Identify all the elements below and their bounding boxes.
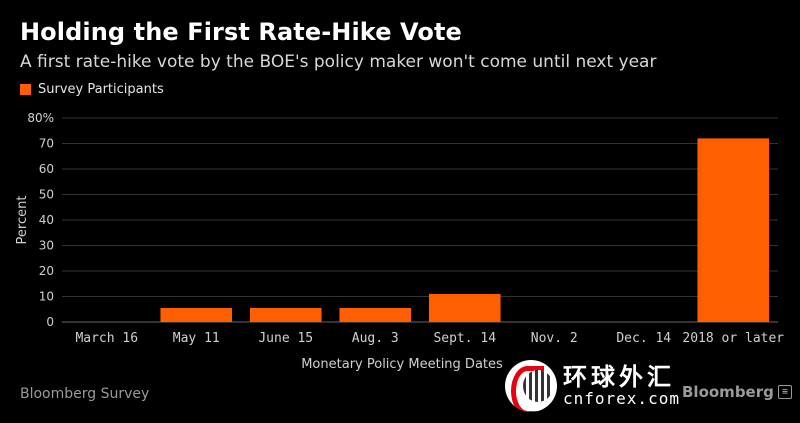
cnforex-logo-icon (505, 360, 557, 412)
x-tick-label: Sept. 14 (433, 331, 496, 346)
bloomberg-chart-icon: ≡ (777, 385, 792, 399)
chart-subtitle: A first rate-hike vote by the BOE's poli… (20, 52, 657, 72)
source-note: Bloomberg Survey (20, 386, 150, 402)
y-tick-label: 20 (39, 264, 54, 278)
watermark-chinese-text: 环球外汇 (563, 363, 675, 391)
x-tick-label: 2018 or later (682, 331, 784, 346)
bar (697, 138, 770, 322)
y-tick-label: 50 (39, 188, 54, 202)
watermark: 环球外汇 cnforex.com (505, 360, 680, 412)
x-tick-label: June 15 (258, 331, 313, 346)
chart-title: Holding the First Rate-Hike Vote (20, 18, 462, 46)
x-tick-label: Aug. 3 (352, 331, 399, 346)
bar (428, 293, 501, 322)
y-tick-label: 70 (39, 137, 54, 151)
y-tick-label: 10 (39, 290, 54, 304)
y-axis-label: Percent (15, 196, 30, 245)
watermark-site-text: cnforex.com (563, 389, 680, 409)
bloomberg-logo-text: Bloomberg (682, 383, 774, 401)
bar (339, 307, 412, 322)
x-axis-label: Monetary Policy Meeting Dates (301, 357, 503, 372)
legend-label: Survey Participants (38, 82, 164, 97)
bar (160, 307, 233, 322)
x-tick-label: March 16 (75, 331, 138, 346)
y-tick-label: 0 (46, 315, 54, 329)
legend-swatch (20, 84, 31, 95)
y-tick-label: 60 (39, 162, 54, 176)
y-tick-label: 40 (39, 213, 54, 227)
bloomberg-brand: Bloomberg ≡ (682, 383, 792, 401)
y-tick-label: 80% (27, 111, 54, 125)
y-tick-label: 30 (39, 239, 54, 253)
x-tick-label: Dec. 14 (616, 331, 671, 346)
legend: Survey Participants (20, 82, 164, 97)
x-tick-label: Nov. 2 (531, 331, 578, 346)
x-tick-label: May 11 (173, 331, 220, 346)
bar (249, 307, 322, 322)
